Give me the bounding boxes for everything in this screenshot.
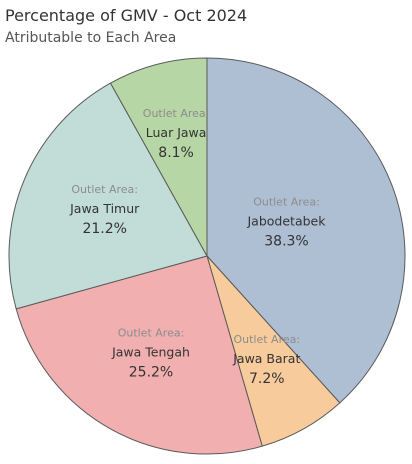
- pie-slices: [8, 57, 406, 455]
- slice-label-value: 7.2%: [249, 371, 285, 387]
- slice-label-prefix: Outlet Area:: [118, 326, 185, 339]
- slice-label-name: Jawa Timur: [69, 201, 140, 216]
- slice-label-value: 8.1%: [158, 145, 194, 161]
- slice-label-value: 21.2%: [82, 221, 126, 237]
- pie-slice-jawa-timur[interactable]: [8, 82, 208, 310]
- chart-title: Percentage of GMV - Oct 2024: [5, 6, 248, 25]
- pie-labels: Outlet Area: Jabodetabek 38.3% Outlet Area:…: [69, 107, 326, 387]
- slice-label-prefix: Outlet Area:: [143, 107, 210, 120]
- slice-label-value: 38.3%: [264, 233, 308, 249]
- slice-label-name: Jawa Barat: [232, 351, 300, 366]
- pie-slice-jawa-tengah[interactable]: [15, 255, 263, 455]
- slice-label-name: Luar Jawa: [146, 125, 207, 140]
- pie-slice-luar-jawa[interactable]: [109, 57, 208, 258]
- slice-label-prefix: Outlet Area:: [253, 195, 320, 208]
- slice-label-value: 25.2%: [129, 364, 173, 380]
- chart-subtitle: Atributable to Each Area: [5, 30, 177, 46]
- slice-label-prefix: Outlet Area:: [71, 183, 138, 196]
- slice-label-name: Jawa Tengah: [111, 344, 190, 359]
- slice-label-prefix: Outlet Area:: [233, 333, 300, 346]
- pie-slice-jabodetabek[interactable]: [206, 57, 406, 404]
- slice-label-name: Jabodetabek: [247, 213, 327, 228]
